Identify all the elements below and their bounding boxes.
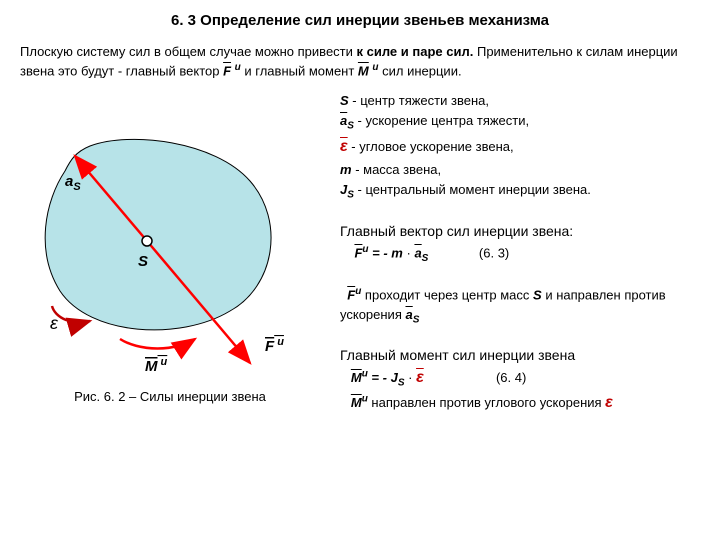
- sym-m: m: [340, 162, 352, 177]
- def-eps: - угловое ускорение звена,: [351, 139, 513, 154]
- equation-6-3: Fи = - m · aS (6. 3): [340, 242, 700, 266]
- note-S: S: [533, 287, 542, 302]
- diagram-label-F: F и: [265, 336, 284, 355]
- eq64-M-exp: и: [362, 369, 368, 380]
- text-column: S - центр тяжести звена, aS - ускорение …: [340, 91, 700, 415]
- intro-M-exp: и: [372, 62, 378, 73]
- eq63-aS-sub: S: [422, 253, 429, 264]
- def-JS: - центральный момент инерции звена.: [358, 182, 591, 197]
- note-passes-1: проходит через центр масс: [365, 287, 533, 302]
- intro-text-3: и главный момент: [244, 64, 358, 79]
- sym-eps: ε: [340, 138, 348, 155]
- diagram-label-M: M и: [145, 356, 168, 375]
- eq64-JS-sub: S: [398, 378, 405, 389]
- eq63-aS: a: [414, 245, 421, 260]
- eq63-eq: = -: [372, 245, 391, 260]
- intro-text-1: Плоскую систему сил в общем случае можно…: [20, 44, 357, 59]
- diagram-label-eps: ε: [50, 313, 59, 333]
- eq64-dot: ·: [408, 370, 416, 385]
- main-moment-title: Главный момент сил инерции звена: [340, 345, 700, 366]
- eq63-m: m: [391, 245, 403, 260]
- eq64-JS: J: [391, 370, 398, 385]
- equation-6-4: Mи = - JS · ε (6. 4): [340, 366, 700, 391]
- intro-F-exp: и: [235, 62, 241, 73]
- diagram-column: aS S F и M и ε Рис. 6. 2 – Силы инерции …: [20, 91, 320, 415]
- note2-M-exp: и: [362, 394, 368, 405]
- section-title: 6. 3 Определение сил инерции звеньев мех…: [20, 12, 700, 29]
- m-direction-note: Mи направлен против углового ускорения ε: [340, 391, 700, 415]
- eq63-num: (6. 3): [479, 245, 509, 260]
- figure-caption: Рис. 6. 2 – Силы инерции звена: [20, 389, 320, 404]
- intro-F: F: [223, 64, 231, 79]
- sym-aS-sub: S: [347, 121, 354, 132]
- link-blob: [45, 139, 271, 330]
- note-aS-sub: S: [413, 314, 420, 325]
- eq64-num: (6. 4): [496, 370, 526, 385]
- eq64-eps: ε: [416, 369, 424, 386]
- note-F-exp: и: [355, 286, 361, 297]
- note2-M: M: [351, 395, 362, 410]
- note-aS: a: [405, 307, 412, 322]
- f-direction-note: Fи проходит через центр масс S и направл…: [340, 284, 700, 327]
- arc-M: [120, 339, 195, 348]
- def-S: - центр тяжести звена,: [352, 93, 489, 108]
- note2-eps: ε: [605, 394, 613, 411]
- eq63-F-exp: и: [362, 244, 368, 255]
- note-F: F: [347, 287, 355, 302]
- eq64-eq: = -: [371, 370, 390, 385]
- main-vector-title: Главный вектор сил инерции звена:: [340, 221, 700, 242]
- def-aS: - ускорение центра тяжести,: [358, 113, 530, 128]
- note2-dir: направлен против углового ускорения: [371, 395, 605, 410]
- eq64-M: M: [351, 370, 362, 385]
- sym-S: S: [340, 93, 349, 108]
- intro-text-4: сил инерции.: [382, 64, 461, 79]
- diagram-label-S: S: [138, 253, 148, 270]
- point-S: [142, 236, 152, 246]
- intro-paragraph: Плоскую систему сил в общем случае можно…: [20, 43, 700, 81]
- def-m: - масса звена,: [355, 162, 441, 177]
- inertia-diagram: aS S F и M и ε: [20, 91, 320, 381]
- intro-bold-1: к силе и паре сил.: [357, 44, 474, 59]
- intro-M: M: [358, 64, 369, 79]
- symbol-definitions: S - центр тяжести звена, aS - ускорение …: [340, 91, 700, 203]
- sym-JS-sub: S: [347, 190, 354, 201]
